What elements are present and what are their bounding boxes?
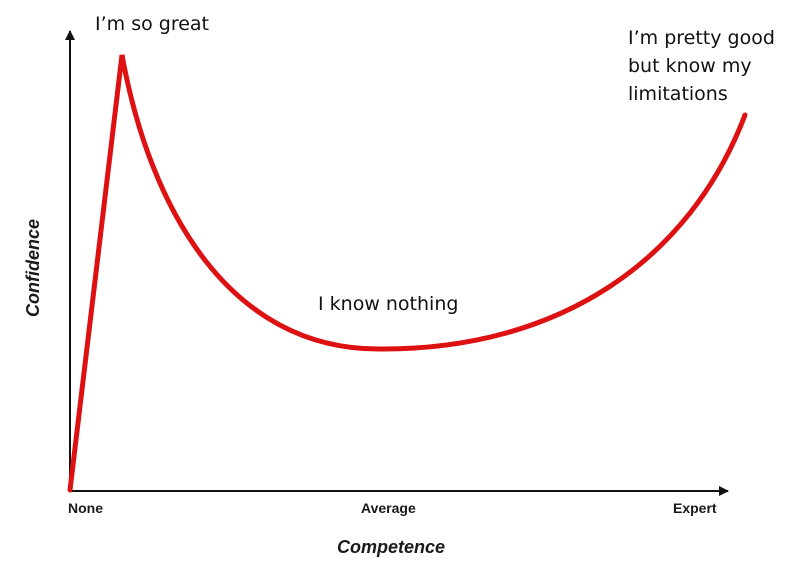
x-axis-title: Competence: [337, 537, 445, 557]
x-tick-none: None: [68, 500, 103, 516]
x-tick-average: Average: [361, 500, 416, 516]
annotation-expert: I’m pretty good but know my limitations: [628, 27, 781, 105]
annotation-peak: I’m so great: [95, 13, 209, 35]
confidence-curve: [67, 54, 748, 493]
x-tick-expert: Expert: [673, 500, 717, 516]
annotation-expert-line-1: I’m pretty good: [628, 27, 775, 49]
annotation-expert-line-2: but know my: [628, 55, 752, 77]
annotation-valley: I know nothing: [318, 293, 458, 315]
y-axis-title: Confidence: [23, 219, 43, 317]
annotation-expert-line-3: limitations: [628, 83, 728, 105]
